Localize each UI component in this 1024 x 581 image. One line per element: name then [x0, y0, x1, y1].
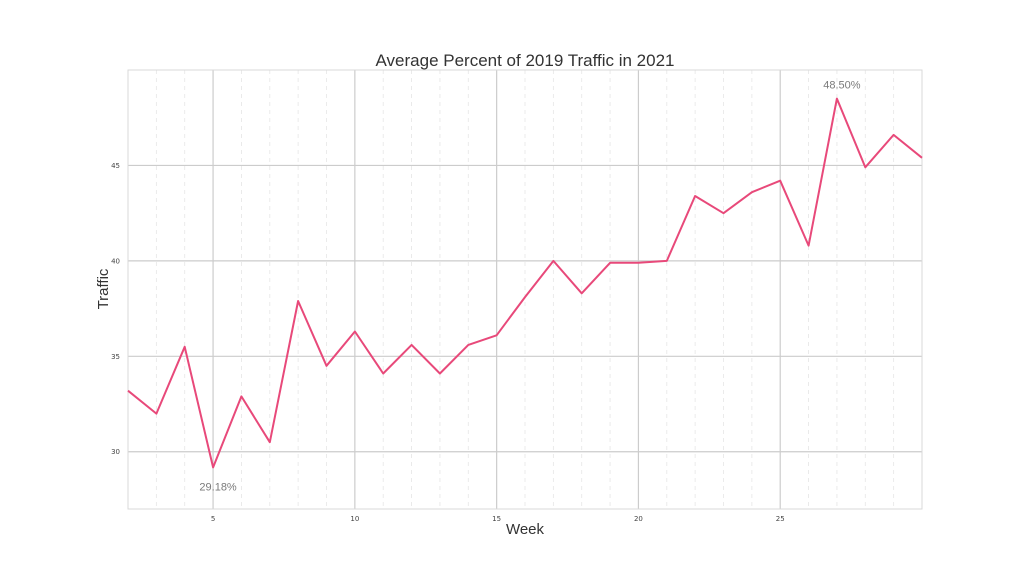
y-tick-label: 45: [111, 162, 120, 170]
tick-labels: 5 10 15 20 25 30 35 40 45: [111, 162, 785, 523]
data-label: 48.50%: [823, 80, 861, 92]
x-tick-label: 5: [211, 515, 215, 523]
x-tick-label: 25: [776, 515, 785, 523]
y-tick-label: 35: [111, 353, 120, 361]
annotations: 29.18% 48.50%: [199, 80, 860, 494]
data-label: 29.18%: [199, 481, 237, 493]
x-tick-label: 10: [350, 515, 359, 523]
plot-area: [127, 69, 923, 510]
x-tick-label: 15: [492, 515, 501, 523]
traffic-line: [127, 97, 923, 469]
y-axis-label: Traffic: [95, 268, 112, 309]
grid: [127, 70, 923, 509]
series: [127, 97, 923, 469]
y-tick-label: 40: [111, 257, 120, 265]
chart-title: Average Percent of 2019 Traffic in 2021: [376, 51, 675, 70]
y-tick-label: 30: [111, 448, 120, 456]
x-axis-label: Week: [506, 521, 545, 538]
x-tick-label: 20: [634, 515, 643, 523]
